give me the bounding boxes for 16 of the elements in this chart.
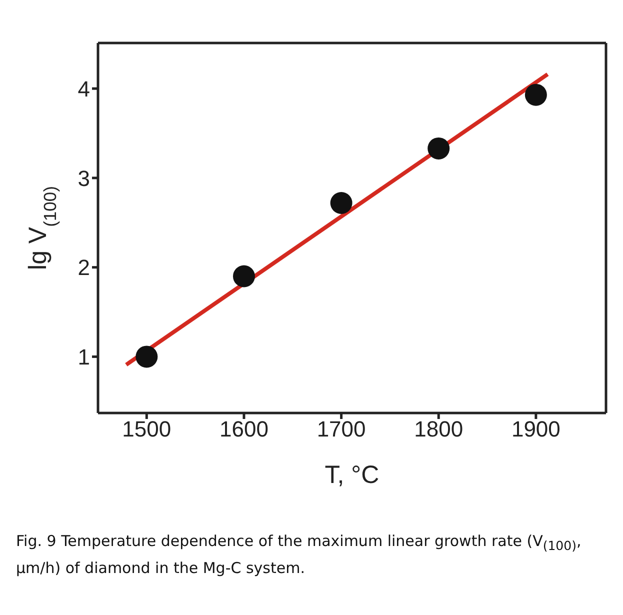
x-axis-title: T, °C xyxy=(324,461,380,489)
point xyxy=(330,192,352,214)
x-tick-label: 1500 xyxy=(122,416,172,442)
point xyxy=(232,265,255,288)
point xyxy=(136,346,158,368)
text: Fig. 9 Temperature dependence of the maximum linear growth rate (V$_{(100)}$, µm/h) of diamond in the Mg-C system. xyxy=(16,532,582,577)
y-tick-label: 2 xyxy=(78,255,90,280)
y-tick-label: 4 xyxy=(78,76,90,102)
y-tick-label: 1 xyxy=(78,344,90,370)
y-tick-label: 3 xyxy=(78,166,90,191)
point xyxy=(524,84,547,106)
x-tick-label: 1700 xyxy=(316,416,366,442)
point xyxy=(428,137,450,160)
x-tick-label: 1600 xyxy=(220,416,268,442)
x-tick-label: 1800 xyxy=(414,416,464,442)
x-tick-label: 1900 xyxy=(511,416,560,442)
